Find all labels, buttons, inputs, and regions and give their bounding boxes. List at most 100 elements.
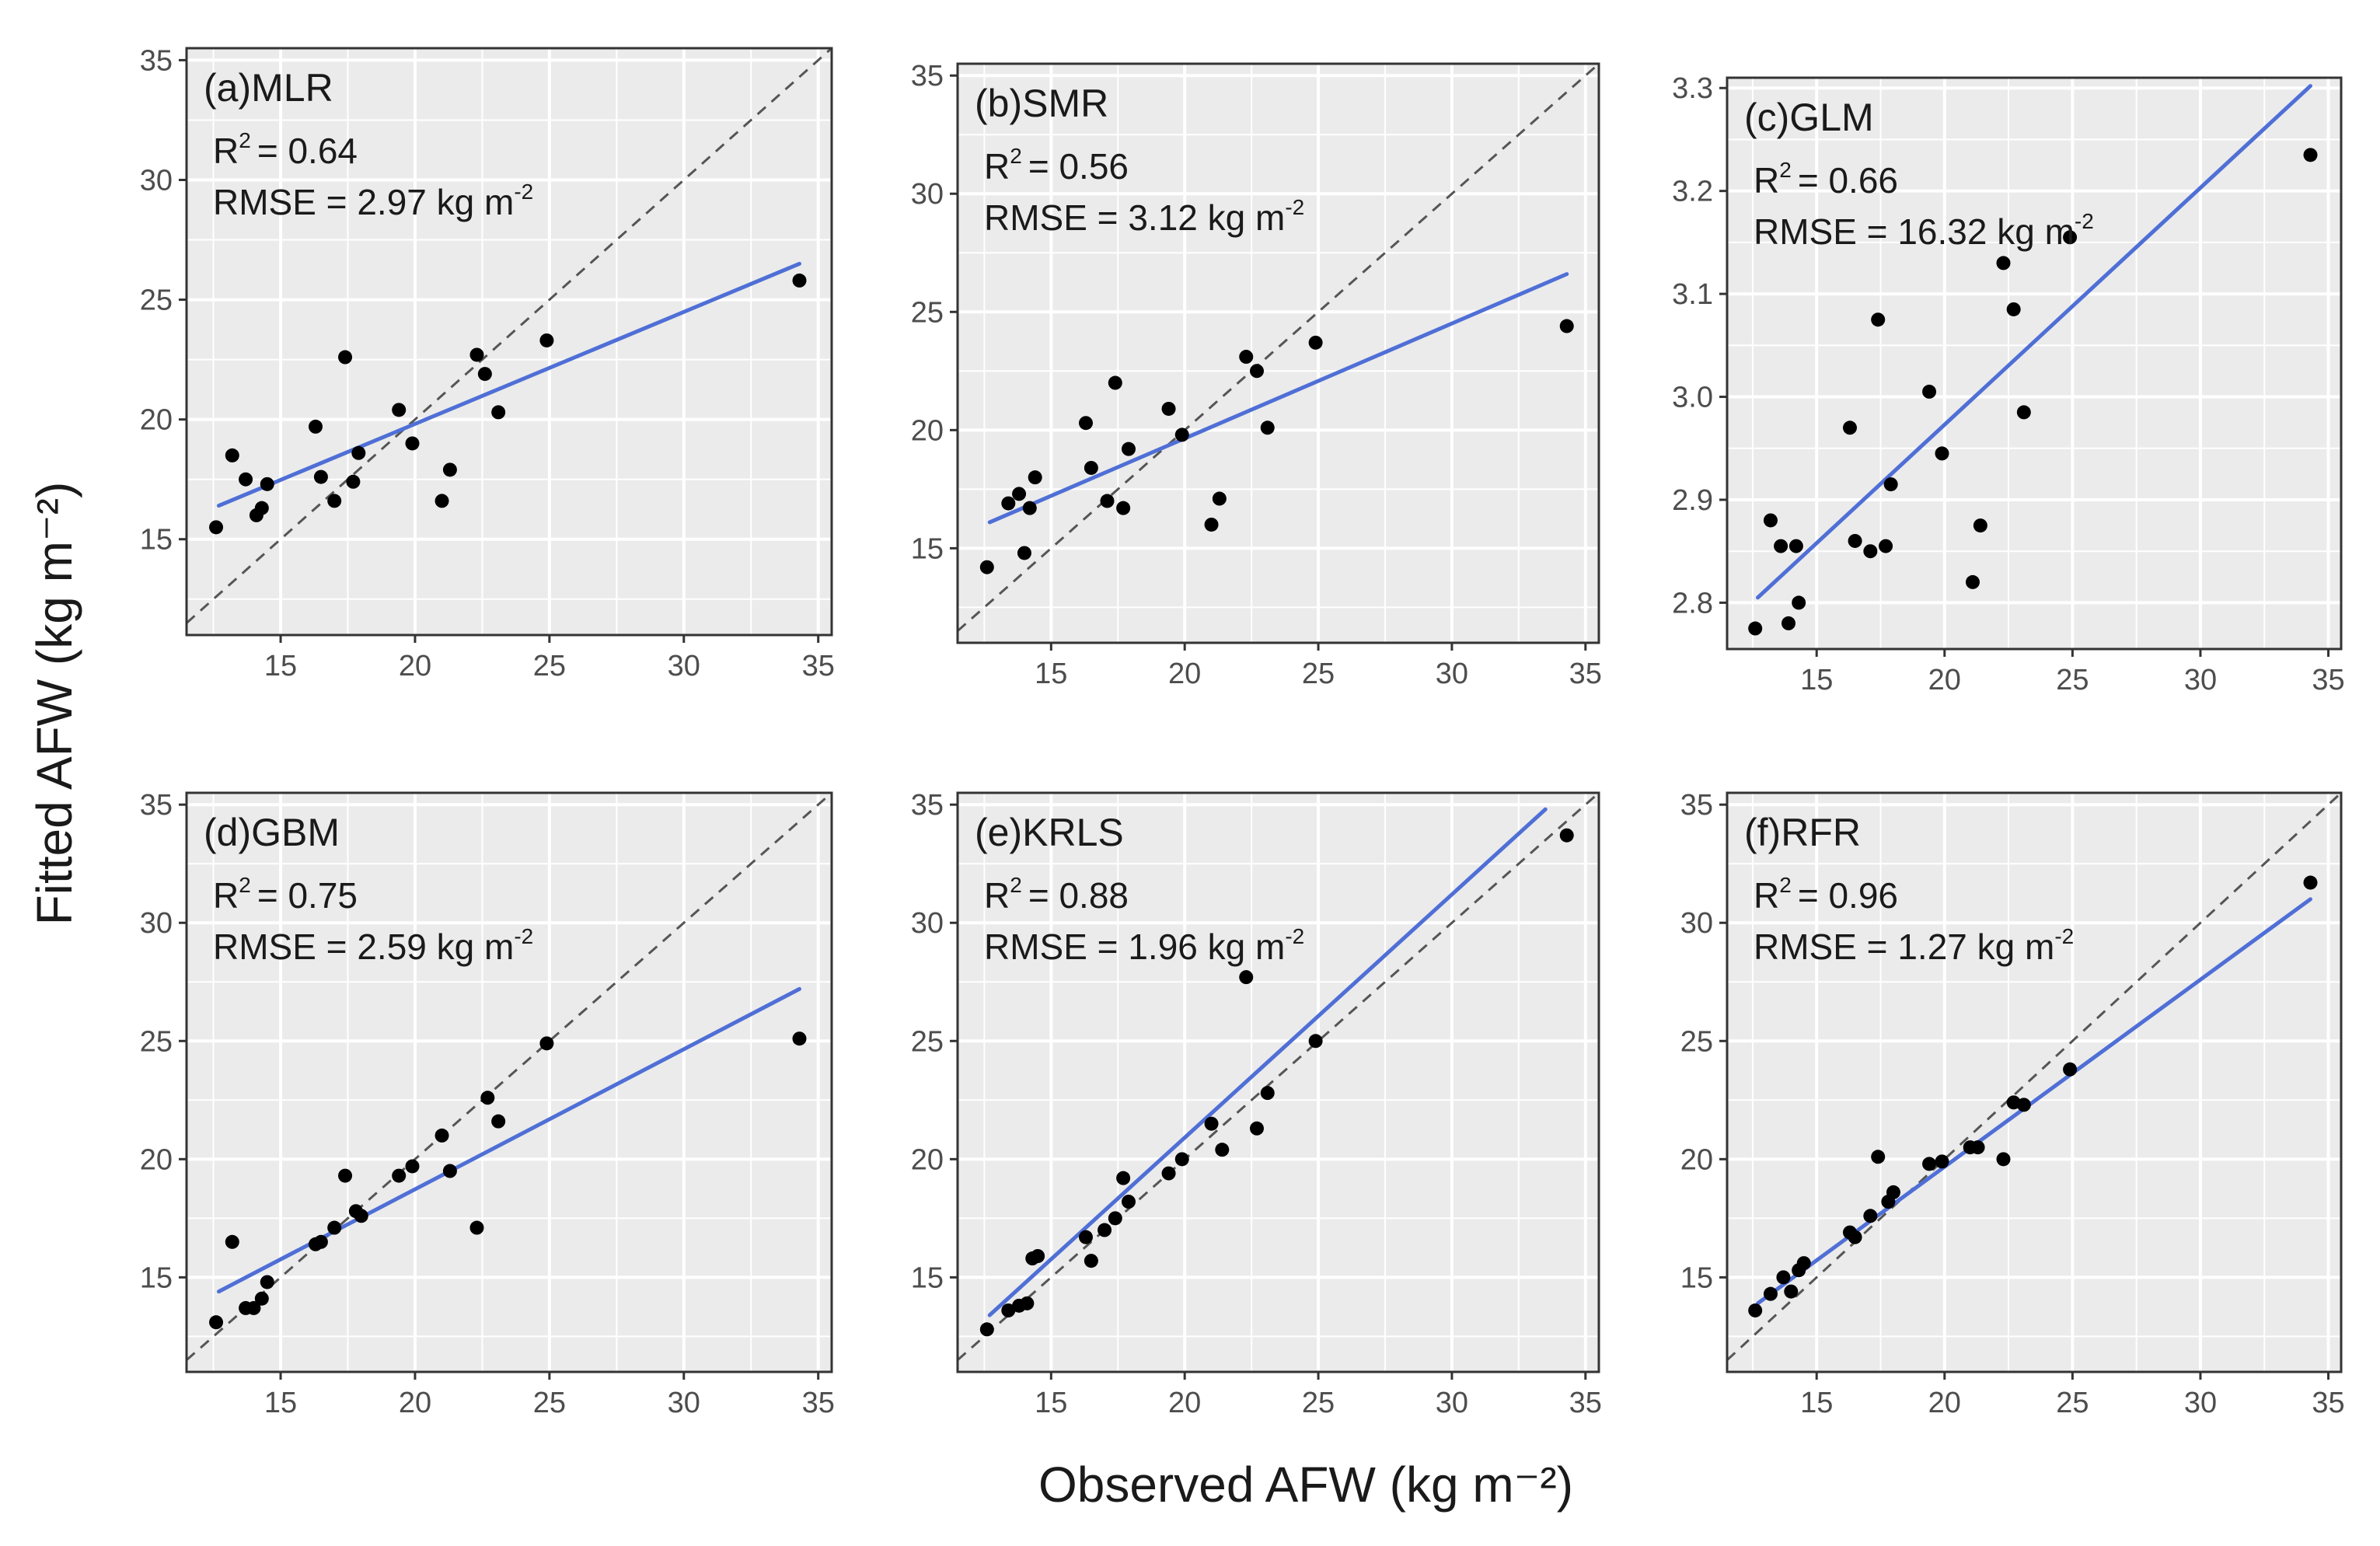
panel-background (958, 64, 1599, 643)
x-tick-label: 35 (802, 1387, 835, 1419)
data-point (792, 1031, 807, 1046)
data-point (1879, 539, 1893, 553)
scatter-panel: 15 20 25 30 35 15 20 25 30 35 (a)MLR R2 = 0.64 RMSE =… (140, 44, 835, 682)
r2-annotation: R2 = 0.96 (1754, 873, 1898, 916)
data-point (979, 560, 994, 574)
data-point (209, 520, 224, 535)
identity-line (187, 793, 832, 1361)
data-point (1308, 1034, 1323, 1049)
y-tick-label: 15 (1680, 1262, 1713, 1294)
data-point (313, 1234, 328, 1249)
fit-line (987, 272, 1569, 525)
panel-background (1727, 793, 2341, 1372)
data-point (434, 494, 449, 508)
x-tick-label: 35 (2312, 664, 2344, 696)
x-tick-label: 20 (1928, 664, 1961, 696)
panel-title: (c)GLM (1744, 96, 1874, 139)
data-point (1017, 546, 1031, 560)
rmse-unit-exponent: -2 (514, 180, 533, 204)
data-point (351, 445, 366, 460)
rmse-label: RMSE = 1.27 kg m (1754, 927, 2054, 967)
r2-superscript: 2 (239, 128, 251, 152)
rmse-label: RMSE = 16.32 kg m (1754, 211, 2075, 252)
data-point (491, 405, 506, 420)
x-tick-label: 30 (1436, 658, 1468, 690)
r2-superscript: 2 (1779, 873, 1792, 897)
data-point (1122, 441, 1136, 456)
x-tick-label: 30 (1436, 1387, 1468, 1419)
r2-label: R (1754, 875, 1779, 916)
x-tick-label: 20 (1168, 658, 1201, 690)
scatter-panel: 15 20 25 30 35 15 20 25 30 35 (d)GBM R2 = 0.75 RMSE =… (140, 789, 835, 1419)
data-point (1996, 256, 2011, 270)
y-tick-label: 20 (140, 1143, 173, 1176)
x-tick-label: 15 (1035, 1387, 1067, 1419)
r2-label: R (984, 875, 1010, 916)
plot-area (958, 64, 1599, 632)
y-tick-label: 30 (140, 907, 173, 940)
y-tick-label: 25 (1680, 1025, 1713, 1058)
panel-title: (d)GBM (204, 811, 340, 854)
x-tick-label: 25 (2056, 1387, 2089, 1419)
panel-border (956, 791, 1600, 1373)
x-tick-label: 30 (668, 650, 700, 682)
data-point (979, 1322, 994, 1337)
data-point (1174, 1152, 1189, 1167)
y-tick-label: 30 (140, 164, 173, 197)
y-tick-label: 25 (140, 284, 173, 317)
y-tick-label: 3.0 (1672, 382, 1713, 414)
data-point (1028, 470, 1042, 485)
x-tick-label: 25 (2056, 664, 2089, 696)
data-point (2063, 1062, 2078, 1077)
rmse-label: RMSE = 2.59 kg m (213, 927, 514, 967)
y-tick-label: 20 (911, 1143, 944, 1176)
data-point (434, 1128, 449, 1143)
panel-background (1727, 78, 2341, 649)
data-point (1239, 350, 1254, 365)
scatter-panel: 15 20 25 30 35 15 20 25 30 35 (e)KRLS R2 = 0.88 RMSE … (911, 789, 1602, 1419)
x-tick-label: 30 (2184, 1387, 2217, 1419)
identity-line (1727, 793, 2341, 1361)
data-point (1084, 1254, 1098, 1269)
x-tick-label: 20 (1168, 1387, 1201, 1419)
data-point (1748, 621, 1763, 636)
data-point (480, 1091, 495, 1105)
r2-superscript: 2 (239, 873, 251, 897)
plot-area (1748, 84, 2318, 636)
panel-background (958, 793, 1599, 1372)
fit-line (1756, 84, 2312, 600)
data-point (1774, 539, 1788, 553)
identity-line (187, 48, 832, 624)
data-point (338, 350, 353, 365)
y-tick-label: 35 (911, 789, 944, 822)
rmse-unit-exponent: -2 (1285, 195, 1304, 219)
y-tick-label: 15 (911, 1262, 944, 1294)
data-point (313, 469, 328, 484)
data-point (405, 1159, 420, 1174)
data-point (539, 1036, 554, 1051)
data-point (1250, 364, 1264, 379)
y-tick-label: 2.8 (1672, 587, 1713, 619)
data-point (1260, 1086, 1275, 1101)
plot-area (187, 48, 832, 624)
fit-line (217, 261, 801, 508)
y-tick-label: 35 (140, 44, 173, 77)
data-point (1250, 1121, 1264, 1136)
data-point (392, 403, 407, 417)
r2-value: = 0.56 (1028, 146, 1129, 187)
data-point (254, 1291, 269, 1306)
data-point (1098, 1223, 1112, 1237)
data-point (1782, 616, 1795, 630)
r2-superscript: 2 (1010, 144, 1022, 168)
data-point (1763, 513, 1778, 528)
data-point (1031, 1249, 1045, 1263)
r2-label: R (984, 146, 1010, 187)
rmse-annotation: RMSE = 1.27 kg m-2 (1754, 924, 2074, 967)
data-point (225, 448, 239, 462)
r2-annotation: R2 = 0.64 (213, 128, 358, 171)
y-tick-label: 35 (1680, 789, 1713, 822)
r2-annotation: R2 = 0.88 (984, 873, 1129, 916)
data-point (1935, 446, 1949, 461)
data-point (239, 472, 253, 487)
data-point (539, 333, 554, 347)
